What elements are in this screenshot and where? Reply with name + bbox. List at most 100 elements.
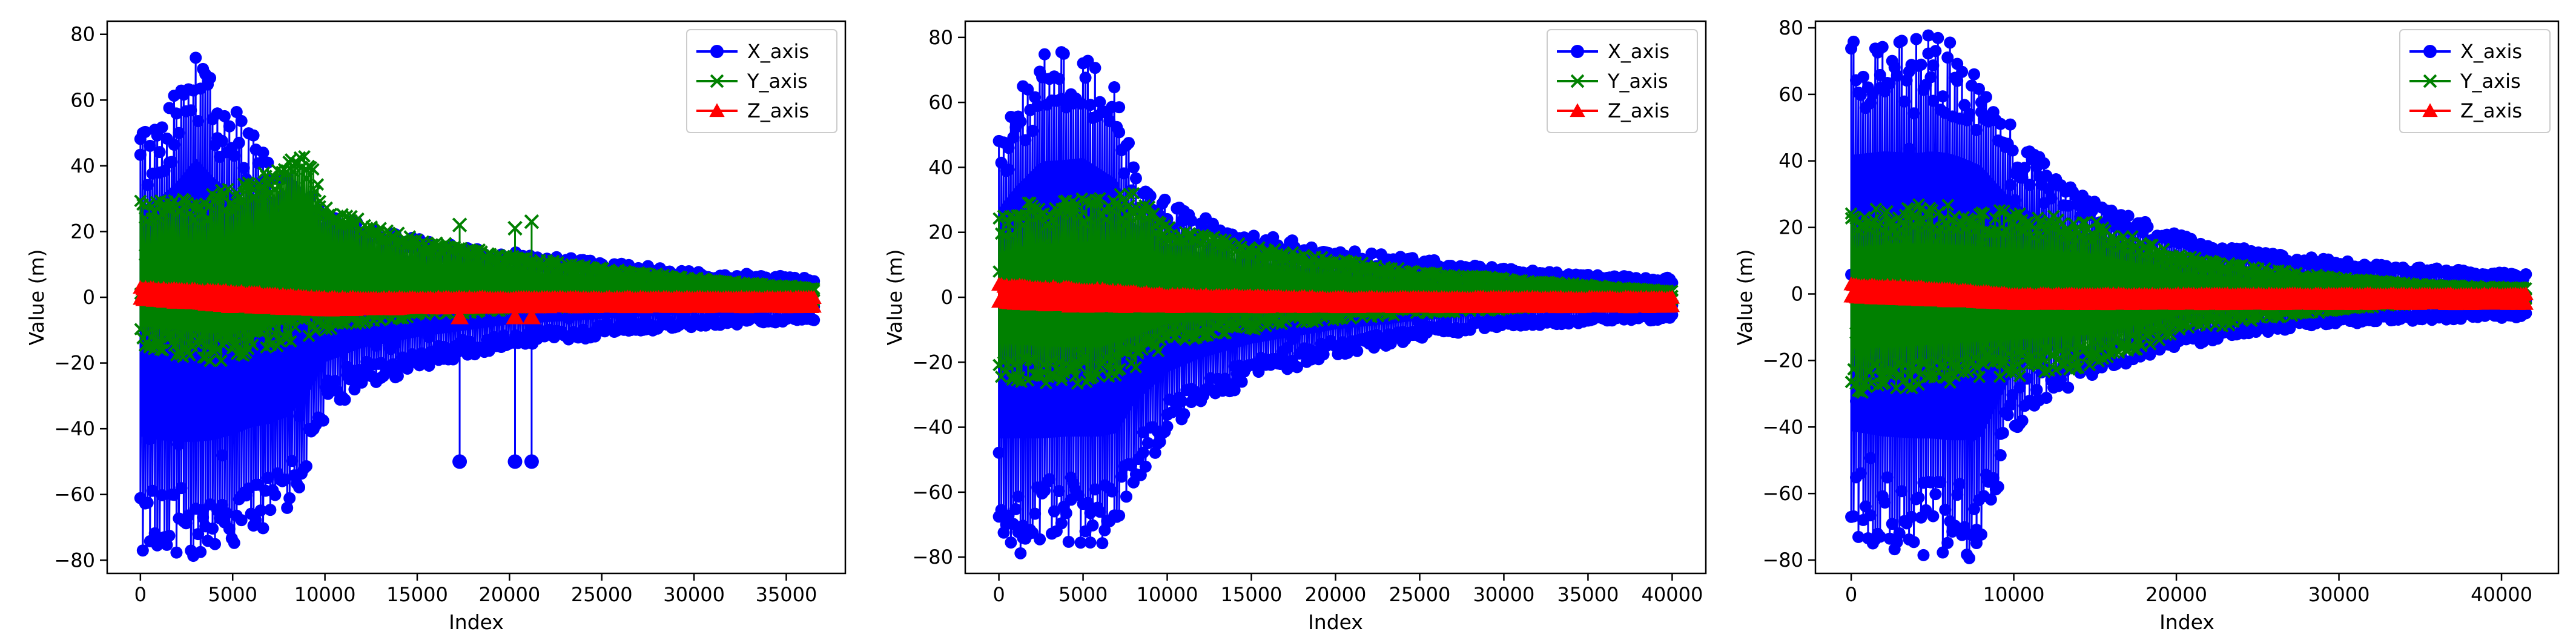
- data-point: [1968, 503, 1981, 515]
- data-point: [179, 239, 192, 252]
- data-point: [1095, 254, 1109, 268]
- data-point: [251, 250, 264, 263]
- data-point: [1060, 250, 1073, 263]
- data-point: [1037, 358, 1051, 372]
- data-point: [1244, 271, 1257, 284]
- data-point: [641, 280, 655, 293]
- data-point: [206, 413, 219, 426]
- data-point: [1235, 268, 1248, 281]
- data-point: [1984, 396, 1997, 409]
- data-point: [216, 134, 228, 147]
- data-point: [305, 245, 318, 258]
- data-point: [173, 127, 185, 139]
- x-tick-label: 40000: [1642, 583, 1703, 606]
- data-point: [1017, 218, 1030, 231]
- data-point: [1366, 247, 1378, 260]
- data-point: [2144, 348, 2156, 361]
- legend-marker: [710, 45, 724, 58]
- data-point: [1876, 41, 1889, 53]
- data-point: [1948, 325, 1961, 338]
- data-point: [1026, 354, 1039, 368]
- data-point: [194, 546, 207, 558]
- data-point: [1927, 59, 1940, 72]
- data-point: [269, 489, 282, 501]
- data-point: [1100, 351, 1113, 364]
- data-point: [1854, 343, 1867, 357]
- data-point: [228, 150, 240, 162]
- data-point: [192, 114, 205, 127]
- legend-item-z-axis: Z_axis: [1557, 99, 1669, 122]
- data-point: [230, 106, 243, 119]
- data-point: [222, 182, 234, 196]
- data-point: [1922, 29, 1935, 42]
- data-point: [1878, 496, 1891, 509]
- data-point: [201, 211, 214, 225]
- data-point: [1106, 485, 1118, 498]
- legend-item-x-axis: X_axis: [1557, 40, 1669, 63]
- data-point: [562, 312, 575, 325]
- x-axis-label: Index: [449, 610, 504, 634]
- data-point: [1881, 471, 1894, 484]
- legend-item-x-axis: X_axis: [696, 40, 809, 63]
- x-tick-label: 15000: [1221, 583, 1283, 606]
- data-point: [188, 213, 201, 226]
- data-point: [1129, 172, 1142, 185]
- data-point: [2016, 414, 2029, 427]
- data-point: [1048, 505, 1060, 518]
- data-point: [1929, 45, 1942, 58]
- data-point: [1019, 134, 1032, 147]
- data-point: [1927, 94, 1940, 107]
- data-point: [1120, 490, 1133, 503]
- y-tick-label: 60: [928, 91, 953, 114]
- data-point: [1910, 33, 1923, 45]
- data-point: [1163, 254, 1176, 268]
- data-point: [1847, 363, 1860, 376]
- data-point: [435, 266, 448, 279]
- data-point: [1074, 97, 1087, 110]
- data-point: [2013, 369, 2027, 383]
- data-point: [1998, 267, 2011, 280]
- x-tick-label: 35000: [756, 583, 817, 606]
- data-point: [141, 496, 154, 509]
- data-point: [257, 323, 271, 336]
- data-point: [298, 150, 311, 163]
- data-point: [233, 259, 246, 272]
- data-point: [1885, 240, 1898, 252]
- data-point: [1069, 369, 1082, 383]
- data-point: [1351, 345, 1364, 357]
- data-point: [170, 107, 183, 120]
- data-point: [543, 275, 556, 288]
- data-point: [1980, 338, 1993, 351]
- data-point: [1098, 524, 1111, 536]
- y-tick-label: −40: [912, 416, 953, 439]
- data-point: [502, 282, 515, 295]
- series-z-axis: [991, 277, 1680, 314]
- data-point: [1893, 527, 1906, 539]
- data-point: [345, 209, 358, 223]
- data-point: [1970, 218, 1984, 231]
- x-tick-label: 25000: [571, 583, 633, 606]
- data-point: [339, 394, 351, 406]
- data-point: [223, 120, 236, 133]
- data-point: [228, 199, 241, 213]
- data-point: [1881, 205, 1894, 218]
- data-point: [262, 472, 274, 484]
- data-point: [1163, 221, 1176, 234]
- data-point: [1917, 549, 1930, 561]
- data-point: [1915, 58, 1927, 71]
- data-point: [1934, 476, 1947, 489]
- data-point: [1914, 368, 1927, 381]
- data-point: [1127, 161, 1140, 174]
- data-point: [249, 514, 262, 527]
- data-point: [1960, 222, 1972, 236]
- data-point: [1141, 437, 1154, 449]
- legend-box: [1547, 29, 1698, 133]
- data-point: [1956, 65, 1969, 78]
- data-point: [286, 455, 299, 467]
- data-point: [1161, 420, 1174, 433]
- data-point: [1108, 389, 1121, 402]
- data-point: [1012, 490, 1025, 503]
- data-point: [262, 156, 274, 169]
